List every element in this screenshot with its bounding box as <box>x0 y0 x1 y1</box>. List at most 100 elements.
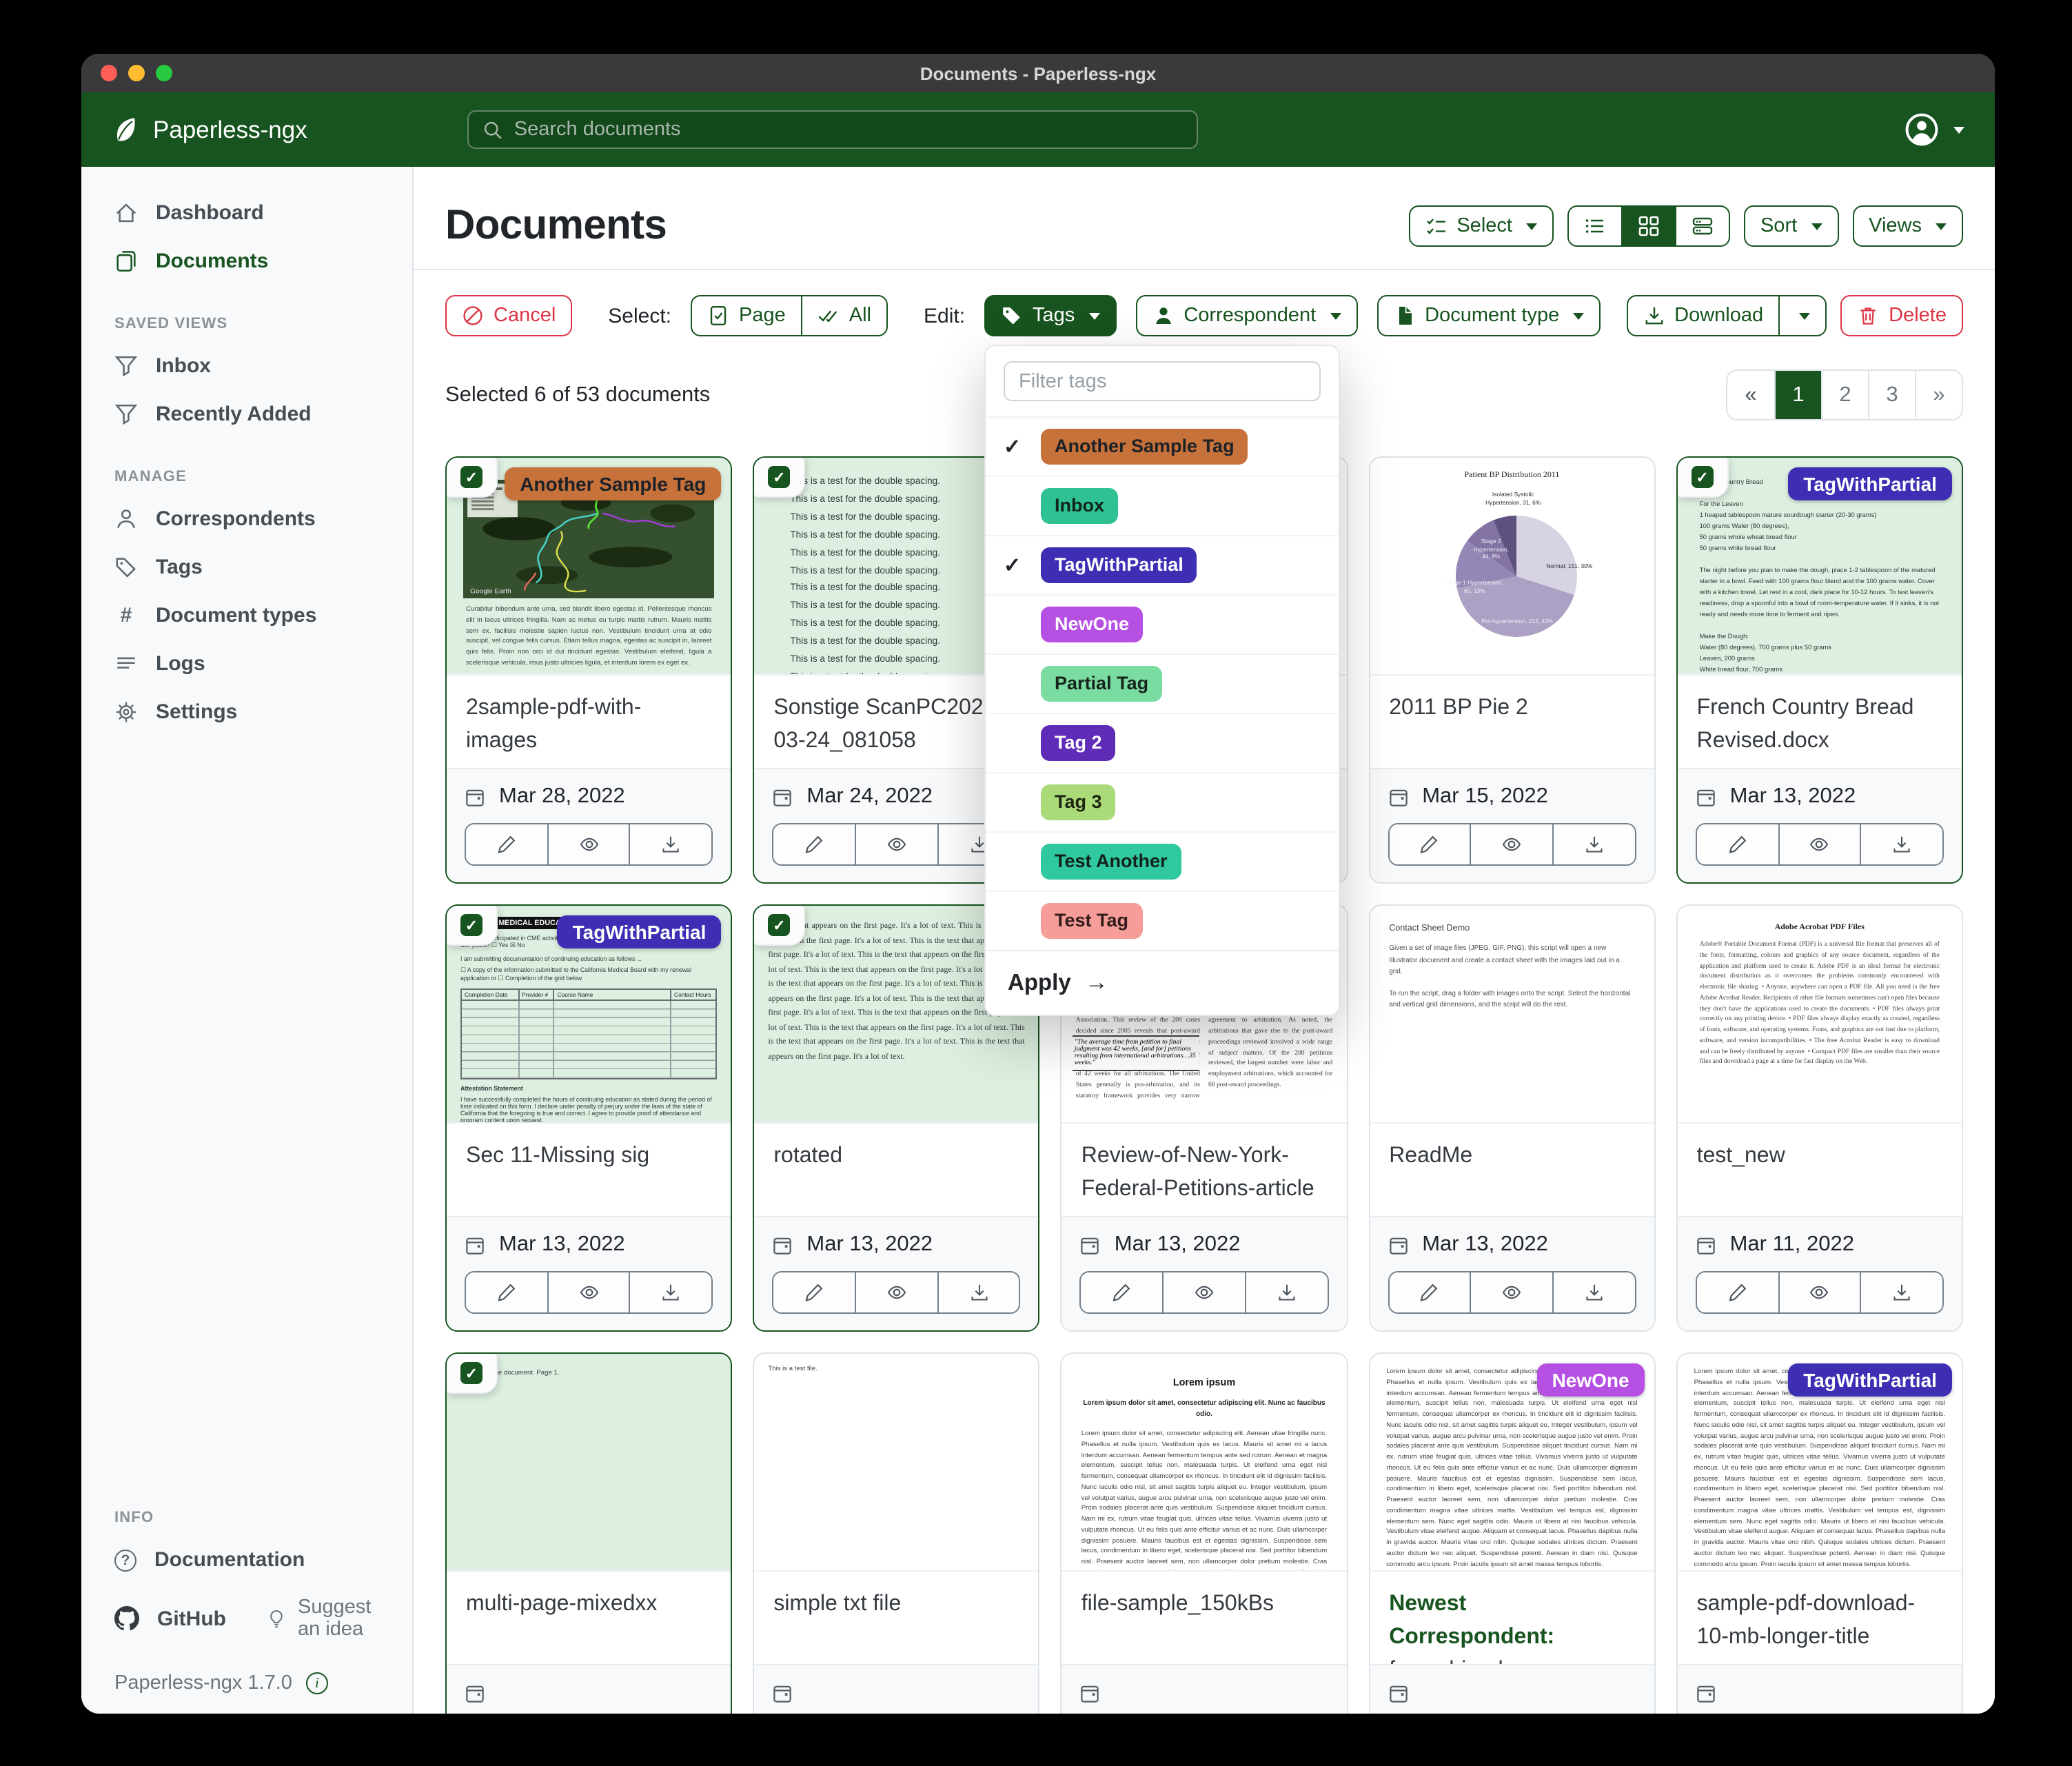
edit-tags-button[interactable]: Tags <box>984 295 1117 336</box>
view-document-button[interactable] <box>1778 1272 1860 1312</box>
tag-option-newone[interactable]: NewOne <box>986 594 1339 653</box>
info-circle-icon[interactable]: i <box>305 1672 328 1694</box>
document-title[interactable]: ReadMe <box>1389 1144 1473 1168</box>
sidebar-item-correspondents[interactable]: Correspondents <box>81 495 412 543</box>
document-title[interactable]: rotated <box>773 1144 842 1168</box>
edit-document-button[interactable] <box>466 824 547 864</box>
download-document-button[interactable] <box>1860 1272 1942 1312</box>
document-card[interactable]: Google Earth Curabitur bibendum ante urn… <box>445 456 733 884</box>
document-title[interactable]: file-sample_150kBs <box>1081 1592 1274 1616</box>
maximize-window-button[interactable] <box>156 65 172 81</box>
views-dropdown-button[interactable]: Views <box>1852 205 1963 247</box>
sidebar-item-settings[interactable]: Settings <box>81 688 412 736</box>
select-dropdown-button[interactable]: Select <box>1408 205 1554 247</box>
document-title[interactable]: 2011 BP Pie 2 <box>1389 696 1528 720</box>
sidebar-item-document-types[interactable]: # Document types <box>81 591 412 640</box>
document-card[interactable]: Patient BP Distribution 2011 Isolated Sy… <box>1368 456 1656 884</box>
download-document-button[interactable] <box>1552 824 1635 864</box>
sidebar-item-documents[interactable]: Documents <box>81 237 412 285</box>
edit-document-type-button[interactable]: Document type <box>1377 295 1601 336</box>
selected-checkbox[interactable]: ✓ <box>754 906 806 946</box>
pagination-prev[interactable]: « <box>1745 383 1757 406</box>
apply-tags-button[interactable]: Apply → <box>986 950 1339 1015</box>
github-icon[interactable] <box>114 1606 139 1631</box>
document-card[interactable]: TINUING MEDICAL EDUCAT Have you particip… <box>445 904 733 1332</box>
tag-option-partial-tag[interactable]: Partial Tag <box>986 653 1339 713</box>
selected-checkbox[interactable]: ✓ <box>1677 458 1729 498</box>
document-title[interactable]: French Country Bread Revised.docx <box>1696 696 1914 753</box>
tag-option-tag-2[interactable]: Tag 2 <box>986 713 1339 772</box>
view-document-button[interactable] <box>1470 824 1553 864</box>
user-menu[interactable] <box>1904 112 1964 148</box>
edit-document-button[interactable] <box>1696 824 1778 864</box>
minimize-window-button[interactable] <box>128 65 145 81</box>
download-document-button[interactable] <box>1552 1272 1635 1312</box>
edit-document-button[interactable] <box>466 1272 547 1312</box>
sidebar-item-inbox[interactable]: Inbox <box>81 342 412 390</box>
tag-option-test-tag[interactable]: Test Tag <box>986 891 1339 950</box>
sidebar-item-github[interactable]: GitHub <box>157 1607 226 1630</box>
edit-document-button[interactable] <box>773 824 855 864</box>
sidebar-item-documentation[interactable]: ? Documentation <box>81 1536 412 1584</box>
select-all-button[interactable]: All <box>800 295 888 336</box>
document-card[interactable]: Lorem ipsum dolor sit amet, consectetur … <box>1368 1352 1656 1714</box>
document-card[interactable]: This is a test file. simple txt file <box>753 1352 1040 1714</box>
pagination-page-3[interactable]: 3 <box>1868 371 1915 419</box>
close-window-button[interactable] <box>101 65 117 81</box>
tag-option-another-sample-tag[interactable]: ✓ Another Sample Tag <box>986 416 1339 476</box>
tag-option-test-another[interactable]: Test Another <box>986 831 1339 891</box>
search-box[interactable] <box>467 110 1198 149</box>
delete-button[interactable]: Delete <box>1840 295 1963 336</box>
sidebar-item-dashboard[interactable]: Dashboard <box>81 189 412 237</box>
sidebar-item-logs[interactable]: Logs <box>81 640 412 688</box>
sidebar-item-tags[interactable]: Tags <box>81 543 412 591</box>
document-card[interactable]: Contact Sheet Demo Given a set of image … <box>1368 904 1656 1332</box>
edit-document-button[interactable] <box>1696 1272 1778 1312</box>
pagination-page-2[interactable]: 2 <box>1821 371 1868 419</box>
pagination-next[interactable]: » <box>1915 371 1962 419</box>
sort-dropdown-button[interactable]: Sort <box>1743 205 1839 247</box>
document-title[interactable]: Sec 11-Missing sig <box>466 1144 650 1168</box>
download-button[interactable]: Download <box>1626 295 1780 336</box>
tag-option-tagwithpartial[interactable]: ✓ TagWithPartial <box>986 535 1339 594</box>
view-document-button[interactable] <box>1162 1272 1245 1312</box>
selected-checkbox[interactable]: ✓ <box>447 1354 498 1394</box>
document-card[interactable]: French Country Bread For the Leaven 1 he… <box>1676 456 1963 884</box>
search-input[interactable] <box>514 119 1183 141</box>
document-title[interactable]: sample-pdf-download-10-mb-longer-title <box>1696 1592 1916 1649</box>
document-title[interactable]: Review-of-New-York-Federal-Petitions-art… <box>1081 1144 1314 1201</box>
view-document-button[interactable] <box>1778 824 1860 864</box>
cancel-button[interactable]: Cancel <box>445 295 573 336</box>
brand[interactable]: Paperless-ngx <box>112 115 307 144</box>
pagination-page-1[interactable]: 1 <box>1774 371 1821 419</box>
document-title[interactable]: Sonstige ScanPC2022-03-24_081058 <box>773 696 1004 753</box>
document-card[interactable]: Lorem ipsum Lorem ipsum dolor sit amet, … <box>1060 1352 1348 1714</box>
view-document-button[interactable] <box>547 824 629 864</box>
download-options-button[interactable] <box>1778 295 1827 336</box>
edit-document-button[interactable] <box>773 1272 855 1312</box>
view-list-button[interactable] <box>1567 205 1623 247</box>
tag-option-inbox[interactable]: Inbox <box>986 476 1339 535</box>
edit-document-button[interactable] <box>1389 1272 1470 1312</box>
document-title[interactable]: 2sample-pdf-with-images <box>466 696 642 753</box>
download-document-button[interactable] <box>1244 1272 1328 1312</box>
selected-checkbox[interactable]: ✓ <box>447 906 498 946</box>
view-document-button[interactable] <box>854 824 937 864</box>
download-document-button[interactable] <box>629 824 712 864</box>
document-card[interactable]: Lorem ipsum dolor sit amet, consectetur … <box>1676 1352 1963 1714</box>
document-title[interactable]: test_new <box>1696 1144 1785 1168</box>
document-title[interactable]: Newest Correspondent: f_combineds <box>1370 1572 1654 1664</box>
suggest-idea-link[interactable]: Suggest an idea <box>266 1596 379 1641</box>
view-document-button[interactable] <box>547 1272 629 1312</box>
selected-checkbox[interactable]: ✓ <box>754 458 806 498</box>
document-card[interactable]: a multi page document. Page 1. ✓ multi-p… <box>445 1352 733 1714</box>
view-details-button[interactable] <box>1674 205 1730 247</box>
document-title[interactable]: simple txt file <box>773 1592 902 1616</box>
select-page-button[interactable]: Page <box>691 295 802 336</box>
edit-document-button[interactable] <box>1389 824 1470 864</box>
document-card[interactable]: Adobe Acrobat PDF Files Adobe® Portable … <box>1676 904 1963 1332</box>
view-grid-button[interactable] <box>1621 205 1676 247</box>
edit-document-button[interactable] <box>1081 1272 1163 1312</box>
selected-checkbox[interactable]: ✓ <box>447 458 498 498</box>
view-document-button[interactable] <box>854 1272 937 1312</box>
